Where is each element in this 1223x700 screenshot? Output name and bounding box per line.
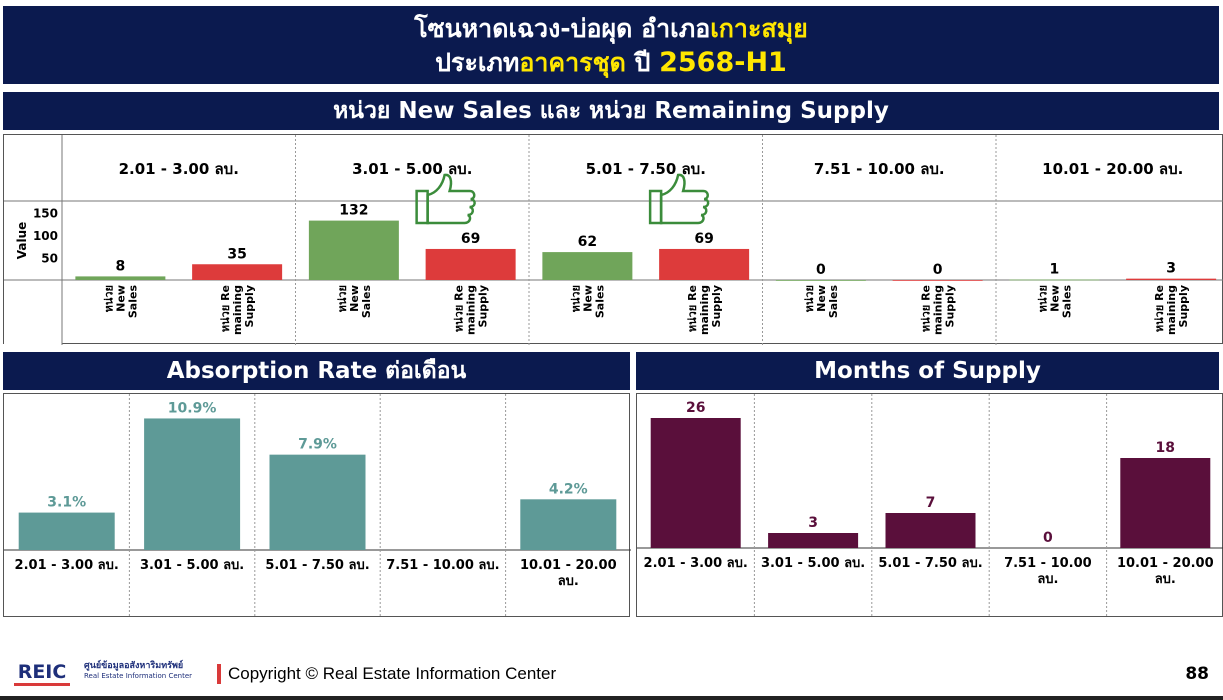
category-label: 3.01 - 5.00 ลบ. [140, 558, 244, 573]
subcategory-label: หน่วย RemainingSupply [1153, 285, 1190, 335]
absorption-chart: 3.1% 2.01 - 3.00 ลบ. 10.9% 3.01 - 5.00 ลบ. 7… [4, 394, 631, 618]
category-header: 2.01 - 3.00 ลบ. [119, 160, 239, 178]
subcategory-label: หน่วย RemainingSupply [453, 285, 490, 335]
thumbs-up-icon [415, 173, 476, 225]
banner-line-1: โซนหาดเฉวง-บ่อผุด อำเภอเกาะสมุย [3, 14, 1219, 44]
subcategory-label: หน่วย RemainingSupply [920, 285, 957, 335]
absorption-value-label: 4.2% [549, 481, 588, 497]
new-sales-value-label: 0 [816, 262, 826, 278]
category-label: 5.01 - 7.50 ลบ. [265, 558, 369, 573]
category-label: 5.01 - 7.50 ลบ. [878, 556, 982, 571]
mos-value-label: 3 [808, 515, 818, 531]
svg-text:REIC: REIC [18, 661, 67, 683]
banner-year-label: ปี [625, 48, 660, 77]
absorption-bar [144, 418, 241, 550]
category-header: 10.01 - 20.00 ลบ. [1042, 160, 1183, 178]
category-label: 10.01 - 20.00 ลบ. [1117, 556, 1214, 587]
y-tick-label: 150 [33, 207, 58, 221]
new-sales-value-label: 62 [578, 234, 597, 250]
remaining-supply-value-label: 69 [694, 231, 713, 247]
remaining-supply-value-label: 3 [1166, 261, 1176, 277]
mos-value-label: 26 [686, 400, 705, 416]
mos-bar [650, 418, 741, 548]
sales-supply-panel: Value 50 100 150 2.01 - 3.00 ลบ. 8 หน่วยNewSal… [3, 134, 1223, 345]
footer: REIC ศูนย์ข้อมูลอสังหาริมทรัพย์ Real Est… [0, 640, 1223, 700]
y-tick-label: 50 [41, 252, 58, 266]
subcategory-label: หน่วยNewSales [336, 285, 373, 319]
remaining-supply-bar [1126, 278, 1217, 280]
page-banner: โซนหาดเฉวง-บ่อผุด อำเภอเกาะสมุย ประเภทอา… [3, 6, 1219, 84]
remaining-supply-value-label: 69 [461, 231, 480, 247]
remaining-supply-bar [892, 280, 983, 281]
footer-divider [217, 664, 221, 684]
absorption-bar [18, 512, 115, 550]
absorption-value-label: 10.9% [168, 400, 217, 416]
thumbs-up-icon [648, 173, 710, 225]
absorption-value-label: 3.1% [47, 495, 86, 511]
absorption-section-title: Absorption Rate ต่อเดือน [3, 352, 630, 390]
logo-thai-name: ศูนย์ข้อมูลอสังหาริมทรัพย์ [84, 661, 184, 671]
top-section-title: หน่วย New Sales และ หน่วย Remaining Supp… [3, 92, 1219, 130]
new-sales-bar [1009, 279, 1100, 281]
new-sales-value-label: 1 [1050, 262, 1060, 278]
mos-section-title: Months of Supply [636, 352, 1219, 390]
absorption-bar [269, 454, 366, 550]
y-axis-label: Value [15, 222, 29, 260]
reic-logo-icon: REIC [14, 661, 70, 686]
category-header: 7.51 - 10.00 ลบ. [814, 160, 945, 178]
banner-district: เกาะสมุย [710, 14, 808, 43]
remaining-supply-value-label: 35 [227, 246, 246, 262]
category-label: 7.51 - 10.00 ลบ. [1004, 556, 1092, 587]
mos-bar [768, 533, 859, 548]
axis-cell [4, 135, 62, 345]
new-sales-value-label: 132 [339, 203, 368, 219]
remaining-supply-bar [659, 248, 750, 280]
new-sales-value-label: 8 [116, 258, 126, 274]
absorption-bar [520, 499, 617, 550]
mos-bar [885, 513, 976, 548]
banner-type: อาคารชุด [519, 48, 626, 77]
bottom-rule [0, 696, 1223, 700]
new-sales-bar [775, 280, 866, 281]
category-label: 2.01 - 3.00 ลบ. [644, 556, 748, 571]
category-label: 7.51 - 10.00 ลบ. [386, 558, 499, 573]
category-label: 2.01 - 3.00 ลบ. [15, 558, 119, 573]
category-header: 5.01 - 7.50 ลบ. [586, 160, 706, 178]
subcategory-label: หน่วยNewSales [803, 285, 840, 319]
category-label: 10.01 - 20.00 ลบ. [520, 558, 617, 589]
new-sales-bar [75, 276, 166, 280]
absorption-panel: 3.1% 2.01 - 3.00 ลบ. 10.9% 3.01 - 5.00 ลบ. 7… [3, 393, 631, 618]
banner-period: 2568-H1 [659, 47, 787, 78]
remaining-supply-value-label: 0 [933, 262, 943, 278]
copyright-text: Copyright © Real Estate Information Cent… [228, 664, 557, 683]
mos-bar [1120, 458, 1211, 548]
subcategory-label: หน่วย RemainingSupply [219, 285, 256, 335]
mos-chart: 26 2.01 - 3.00 ลบ. 3 3.01 - 5.00 ลบ. 7 5.01 -… [637, 394, 1223, 618]
mos-panel: 26 2.01 - 3.00 ลบ. 3 3.01 - 5.00 ลบ. 7 5.01 -… [636, 393, 1223, 618]
mos-value-label: 0 [1043, 530, 1053, 546]
absorption-value-label: 7.9% [298, 437, 337, 453]
new-sales-bar [542, 252, 633, 280]
logo-english-name: Real Estate Information Center [84, 672, 193, 680]
banner-type-label: ประเภท [435, 48, 520, 77]
remaining-supply-bar [192, 264, 283, 280]
category-header: 3.01 - 5.00 ลบ. [352, 160, 472, 178]
remaining-supply-bar [425, 248, 516, 280]
subcategory-label: หน่วย RemainingSupply [686, 285, 723, 335]
banner-line-2: ประเภทอาคารชุด ปี 2568-H1 [3, 48, 1219, 78]
banner-zone: โซนหาดเฉวง-บ่อผุด อำเภอ [414, 14, 711, 43]
subcategory-label: หน่วยNewSales [102, 285, 139, 319]
subcategory-label: หน่วยNewSales [1036, 285, 1073, 319]
mos-value-label: 7 [926, 495, 936, 511]
mos-value-label: 18 [1156, 440, 1175, 456]
subcategory-label: หน่วยNewSales [569, 285, 606, 319]
y-tick-label: 100 [33, 229, 58, 243]
category-label: 3.01 - 5.00 ลบ. [761, 556, 865, 571]
page-number: 88 [1185, 664, 1209, 684]
new-sales-bar [308, 220, 399, 280]
